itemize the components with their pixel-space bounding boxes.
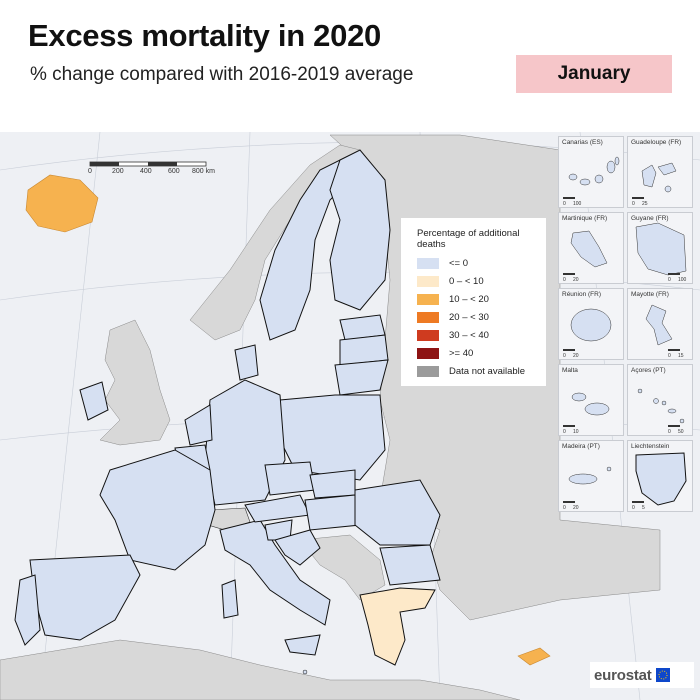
legend-item: <= 0 <box>417 257 468 269</box>
legend-title: Percentage of additional deaths <box>417 228 542 250</box>
inset-scale-label: 50 <box>678 429 684 435</box>
inset-scale-label: 0 <box>632 505 635 511</box>
legend-label: 10 – < 20 <box>449 294 489 305</box>
legend-label: 30 – < 40 <box>449 330 489 341</box>
inset-scale-label: 5 <box>642 505 645 511</box>
map-title: Excess mortality in 2020 <box>28 18 381 54</box>
inset-scale-label: 25 <box>642 201 648 207</box>
inset-scale-label: 0 <box>668 429 671 435</box>
inset-madeira: Madeira (PT) 0 20 <box>558 440 624 512</box>
inset-liechtenstein: Liechtenstein 0 5 <box>627 440 693 512</box>
non-eu-land-africa <box>0 640 520 700</box>
legend-label: Data not available <box>449 366 525 377</box>
legend-swatch <box>417 330 439 341</box>
region-spain <box>30 555 140 640</box>
scale-tick: 200 <box>112 168 124 175</box>
period-badge: January <box>516 55 672 93</box>
inset-scale-label: 20 <box>573 505 579 511</box>
legend-swatch <box>417 276 439 287</box>
legend-label: 20 – < 30 <box>449 312 489 323</box>
inset-guyane: Guyane (FR) 0 100 <box>627 212 693 284</box>
inset-scale-label: 20 <box>573 277 579 283</box>
scale-tick: 800 km <box>192 168 215 175</box>
inset-scale-label: 0 <box>563 277 566 283</box>
legend-item: 20 – < 30 <box>417 311 489 323</box>
inset-scale-label: 0 <box>668 277 671 283</box>
scale-tick: 0 <box>88 168 92 175</box>
region-sicily <box>285 635 320 655</box>
region-cyprus <box>518 648 550 665</box>
legend-label: >= 40 <box>449 348 473 359</box>
inset-acores: Açores (PT) 0 50 <box>627 364 693 436</box>
legend-swatch <box>417 258 439 269</box>
legend-item: Data not available <box>417 365 525 377</box>
legend-item: 30 – < 40 <box>417 329 489 341</box>
region-malta <box>303 670 307 674</box>
inset-scale-label: 100 <box>678 277 687 283</box>
region-lithuania <box>335 360 388 395</box>
scale-tick: 600 <box>168 168 180 175</box>
region-bulgaria <box>380 545 440 585</box>
region-netherlands <box>185 405 212 445</box>
map-legend: Percentage of additional deaths <= 0 0 –… <box>401 218 546 386</box>
inset-scale-label: 0 <box>563 429 566 435</box>
inset-malta: Malta 0 10 <box>558 364 624 436</box>
region-slovakia <box>310 470 355 498</box>
inset-scale-label: 0 <box>563 353 566 359</box>
inset-scale-label: 15 <box>678 353 684 359</box>
inset-scale-label: 0 <box>563 201 566 207</box>
inset-scale-label: 20 <box>573 353 579 359</box>
legend-swatch <box>417 366 439 377</box>
region-ireland <box>80 382 108 420</box>
inset-scale-label: 0 <box>563 505 566 511</box>
logo-text: eurostat <box>594 667 652 684</box>
inset-scale-label: 10 <box>573 429 579 435</box>
map-subtitle: % change compared with 2016-2019 average <box>30 64 413 86</box>
region-france <box>100 450 215 570</box>
legend-label: <= 0 <box>449 258 468 269</box>
legend-item: >= 40 <box>417 347 473 359</box>
eurostat-logo: eurostat <box>590 662 694 688</box>
region-hungary <box>305 495 360 530</box>
inset-mayotte: Mayotte (FR) 0 15 <box>627 288 693 360</box>
region-denmark <box>235 345 258 380</box>
scale-tick: 400 <box>140 168 152 175</box>
inset-scale-label: 0 <box>668 353 671 359</box>
region-greece <box>360 588 435 665</box>
inset-martinique: Martinique (FR) 0 20 <box>558 212 624 284</box>
inset-reunion: Réunion (FR) 0 20 <box>558 288 624 360</box>
inset-canarias: Canarias (ES) 0 100 <box>558 136 624 208</box>
region-czechia <box>265 462 315 495</box>
legend-item: 0 – < 10 <box>417 275 484 287</box>
region-sardinia <box>222 580 238 618</box>
eu-flag-icon <box>656 668 670 682</box>
legend-item: 10 – < 20 <box>417 293 489 305</box>
non-eu-land-uk <box>100 320 170 445</box>
region-portugal <box>15 575 40 645</box>
legend-swatch <box>417 294 439 305</box>
legend-swatch <box>417 348 439 359</box>
legend-swatch <box>417 312 439 323</box>
inset-guadeloupe: Guadeloupe (FR) 0 25 <box>627 136 693 208</box>
inset-scale-label: 0 <box>632 201 635 207</box>
region-iceland <box>26 175 98 232</box>
inset-scale-label: 100 <box>573 201 582 207</box>
legend-label: 0 – < 10 <box>449 276 484 287</box>
